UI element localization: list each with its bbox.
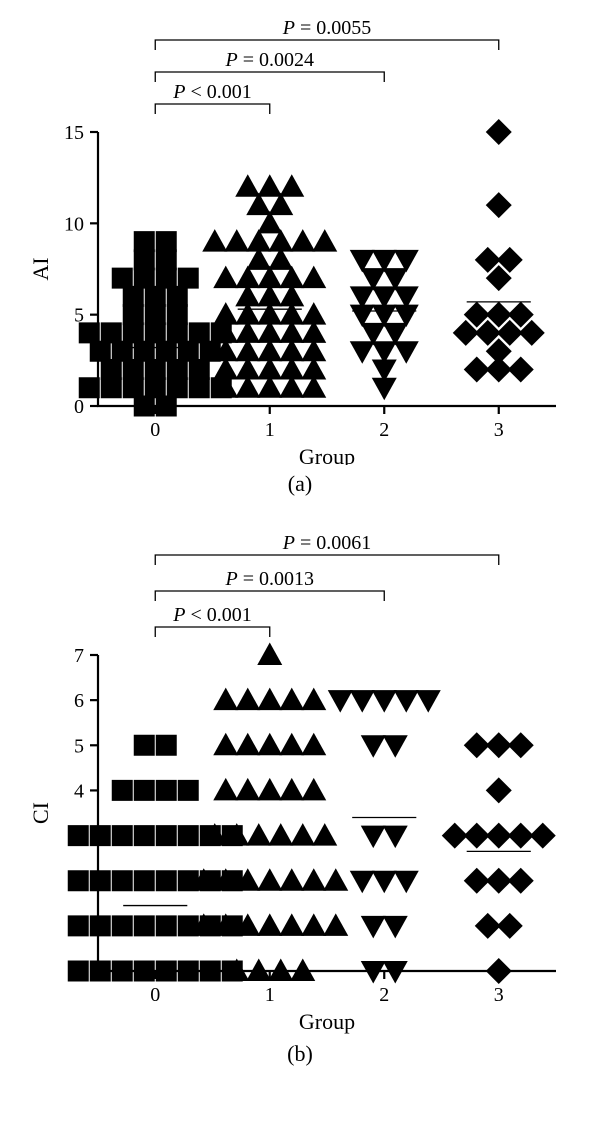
svg-text:5: 5 [74,735,84,757]
svg-text:0: 0 [74,396,84,418]
svg-text:3: 3 [494,419,504,441]
svg-text:0: 0 [150,984,160,1006]
svg-text:7: 7 [74,645,84,667]
svg-text:6: 6 [74,690,84,712]
svg-text:AI: AI [28,257,53,280]
svg-text:P = 0.0061: P = 0.0061 [282,532,372,554]
svg-text:P = 0.0013: P = 0.0013 [225,568,315,590]
panel-a: 0510150123GroupAIP < 0.001P = 0.0024P = … [20,0,580,515]
svg-text:1: 1 [265,984,275,1006]
svg-text:P = 0.0055: P = 0.0055 [282,17,372,39]
svg-text:Group: Group [299,444,355,465]
svg-text:4: 4 [74,780,84,802]
chart-container: 0510150123GroupAIP < 0.001P = 0.0024P = … [0,0,600,1085]
svg-text:15: 15 [64,122,84,144]
svg-text:0: 0 [150,419,160,441]
svg-text:1: 1 [265,419,275,441]
svg-text:2: 2 [379,984,389,1006]
panel-b: 013345670123GroupCIP < 0.001P = 0.0013P … [20,515,580,1085]
svg-text:Group: Group [299,1009,355,1034]
svg-text:3: 3 [494,984,504,1006]
svg-text:2: 2 [379,419,389,441]
svg-text:CI: CI [28,802,53,824]
svg-text:10: 10 [64,213,84,235]
svg-text:P < 0.001: P < 0.001 [172,604,252,626]
svg-text:P < 0.001: P < 0.001 [172,81,252,103]
sublabel-a: (a) [20,471,580,497]
svg-text:P = 0.0024: P = 0.0024 [225,49,315,71]
sublabel-b: (b) [20,1041,580,1067]
